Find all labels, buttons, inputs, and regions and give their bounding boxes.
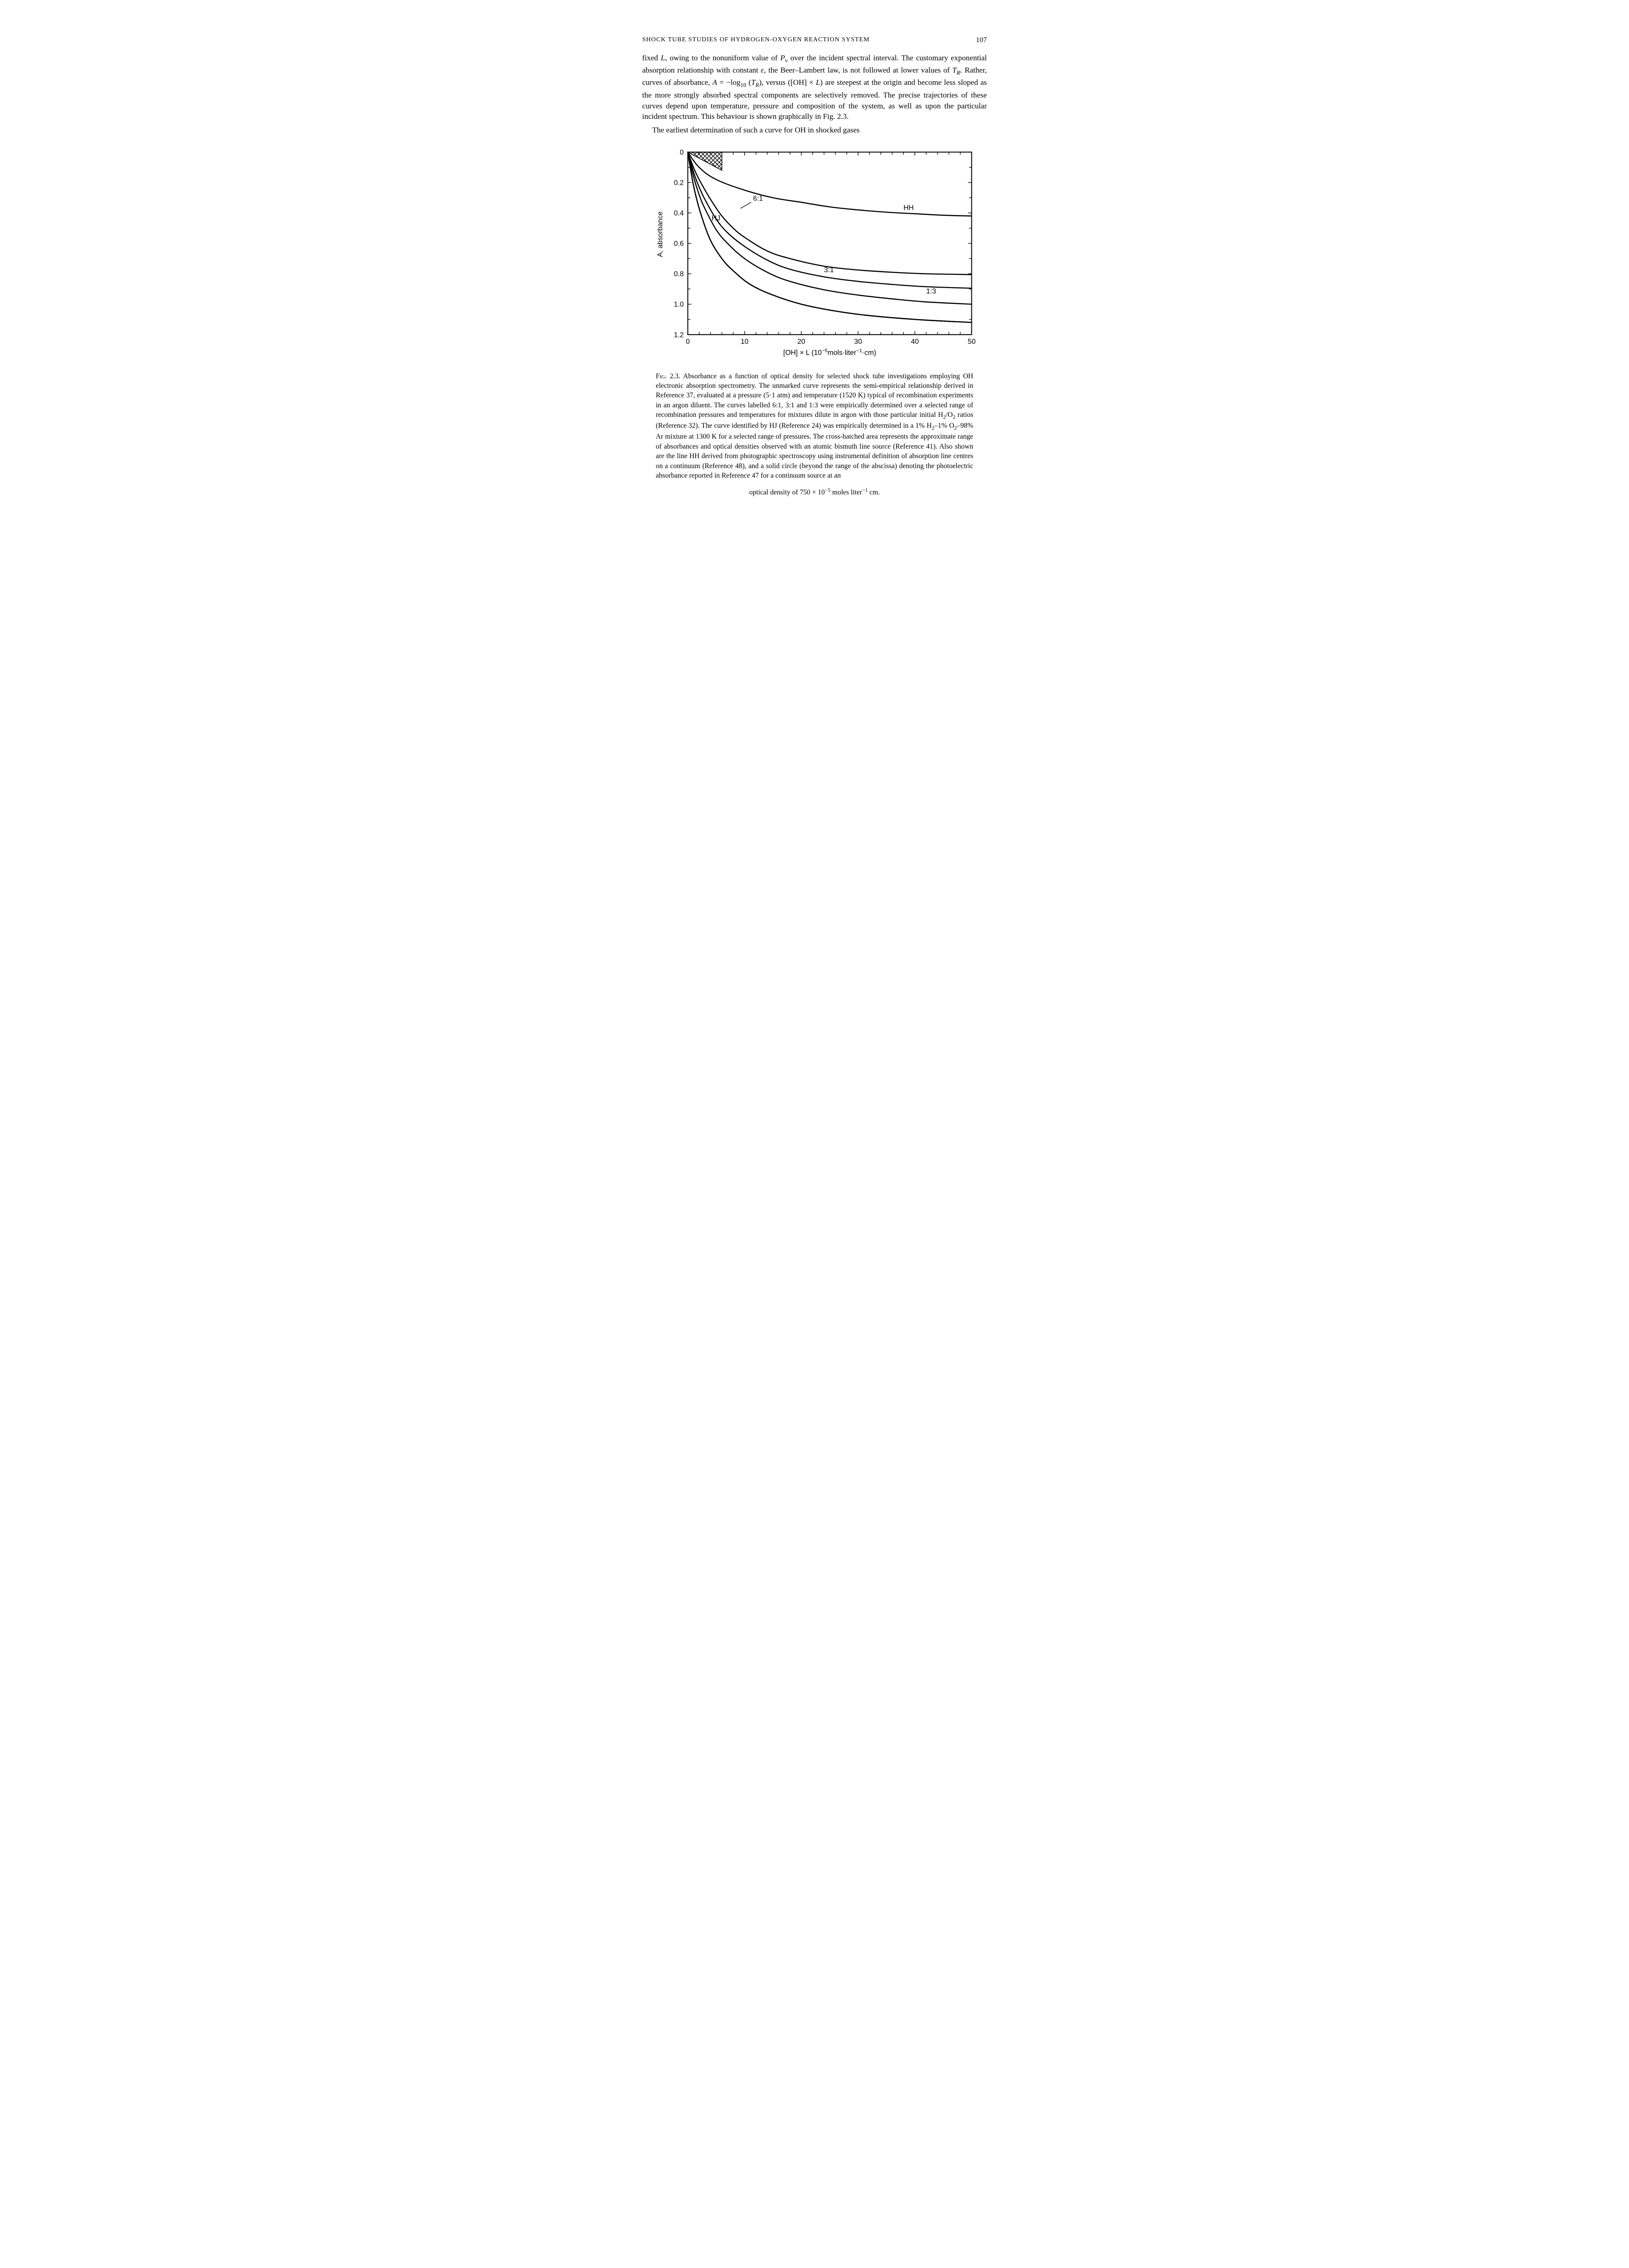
svg-text:0.6: 0.6 xyxy=(674,240,684,248)
svg-text:6:1: 6:1 xyxy=(753,195,763,203)
figure-caption-lastline: optical density of 750 × 10−5 moles lite… xyxy=(656,487,973,498)
svg-text:1.0: 1.0 xyxy=(674,301,684,308)
svg-text:0.4: 0.4 xyxy=(674,210,684,217)
svg-text:1:3: 1:3 xyxy=(926,288,936,295)
figure-caption: Fig. 2.3. Absorbance as a function of op… xyxy=(656,371,973,481)
running-title: SHOCK TUBE STUDIES OF HYDROGEN-OXYGEN RE… xyxy=(642,36,870,43)
svg-text:A, absorbance: A, absorbance xyxy=(657,211,664,257)
svg-text:10: 10 xyxy=(741,338,749,346)
figure-label: Fig. 2.3. xyxy=(656,372,680,380)
absorbance-chart: 0 10 20 30 40 50 [OH] × L (10−5mols·liter−1·cm… xyxy=(642,142,987,365)
paragraph-2: The earliest determination of such a cur… xyxy=(642,125,987,136)
svg-text:0: 0 xyxy=(686,338,690,346)
svg-text:1.2: 1.2 xyxy=(674,331,684,339)
paragraph-1: fixed L, owing to the nonuniform value o… xyxy=(642,53,987,122)
running-header: SHOCK TUBE STUDIES OF HYDROGEN-OXYGEN RE… xyxy=(642,36,987,44)
svg-text:[OH] × L (10−5mols·liter−1·cm): [OH] × L (10−5mols·liter−1·cm) xyxy=(783,348,876,357)
svg-text:3:1: 3:1 xyxy=(824,266,834,274)
svg-text:HJ: HJ xyxy=(712,215,720,222)
svg-text:30: 30 xyxy=(854,338,862,346)
figure-caption-text: Absorbance as a function of optical dens… xyxy=(656,372,973,479)
svg-text:HH: HH xyxy=(903,204,914,212)
svg-text:40: 40 xyxy=(911,338,919,346)
figure-2-3: 0 10 20 30 40 50 [OH] × L (10−5mols·liter−1·cm… xyxy=(642,142,987,498)
page-number: 107 xyxy=(976,36,987,44)
svg-text:20: 20 xyxy=(797,338,805,346)
svg-text:0.2: 0.2 xyxy=(674,179,684,187)
svg-text:50: 50 xyxy=(968,338,976,346)
svg-text:0.8: 0.8 xyxy=(674,270,684,278)
svg-text:0: 0 xyxy=(680,149,684,156)
page: SHOCK TUBE STUDIES OF HYDROGEN-OXYGEN RE… xyxy=(624,27,1005,515)
